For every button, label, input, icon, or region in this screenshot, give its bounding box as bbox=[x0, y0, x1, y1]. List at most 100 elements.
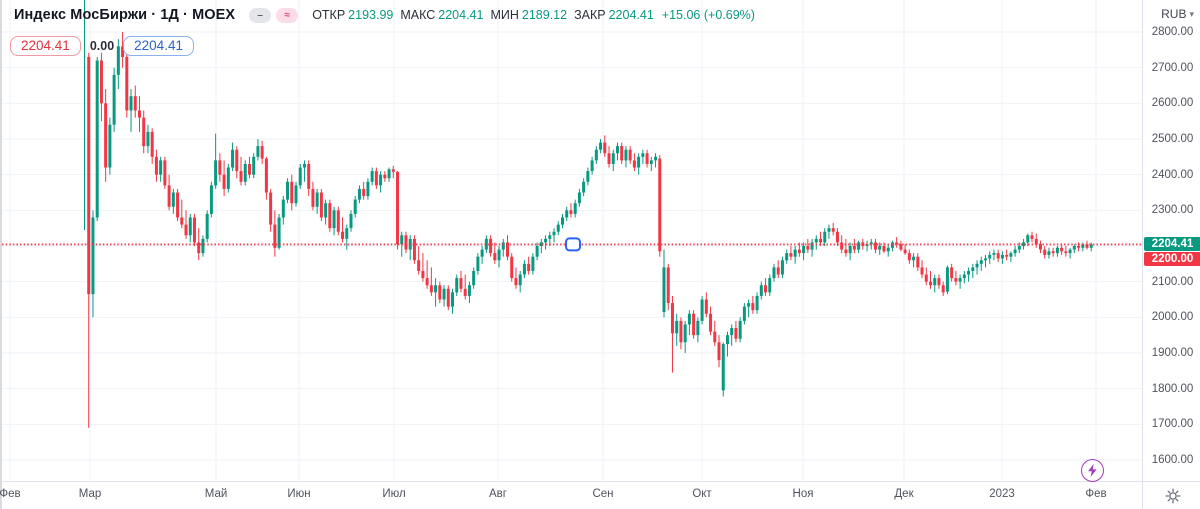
candle-body bbox=[590, 160, 594, 172]
candle-body bbox=[345, 228, 349, 239]
candle-body bbox=[214, 160, 218, 186]
candle-body bbox=[835, 231, 839, 243]
candle-body bbox=[133, 96, 137, 111]
candle-body bbox=[1077, 246, 1081, 248]
candle-body bbox=[992, 253, 996, 255]
x-axis-label: Фев bbox=[0, 488, 21, 500]
candle-body bbox=[577, 192, 581, 204]
candle-body bbox=[1047, 251, 1051, 255]
candle-body bbox=[662, 267, 666, 312]
candle-body bbox=[1089, 244, 1093, 248]
candle-body bbox=[374, 171, 378, 186]
round-level-tag: 2200.00 bbox=[1144, 251, 1200, 266]
quick-trade-button[interactable] bbox=[1081, 459, 1104, 482]
candle-body bbox=[298, 167, 302, 186]
candle-body bbox=[899, 244, 903, 250]
candle-body bbox=[548, 235, 552, 239]
candle-body bbox=[759, 285, 763, 296]
candle-body bbox=[721, 344, 725, 391]
chart-header: Индекс МосБиржи · 1Д · MOEX – ≈ ОТКР 2193… bbox=[14, 7, 755, 23]
candle-body bbox=[717, 342, 721, 361]
candle-body bbox=[945, 267, 949, 292]
x-axis-label: Фев bbox=[1085, 488, 1107, 500]
candle-body bbox=[142, 117, 146, 147]
candle-body bbox=[112, 74, 116, 125]
y-axis-label: 2000.00 bbox=[1151, 311, 1194, 324]
candle-body bbox=[252, 156, 256, 175]
candle-body bbox=[552, 231, 556, 236]
time-axis[interactable]: Фев Мар Май Июн Июл Авг Сен Окт Ноя Дек 2023 Фев bbox=[0, 481, 1142, 509]
candle-body bbox=[700, 299, 704, 321]
candle-body bbox=[789, 253, 793, 257]
x-axis-label: Мар bbox=[78, 488, 102, 500]
candle-body bbox=[387, 169, 391, 179]
candle-body bbox=[950, 267, 954, 279]
chevron-down-icon: ▾ bbox=[1189, 8, 1194, 19]
candle-body bbox=[586, 171, 590, 182]
candle-body bbox=[404, 235, 408, 250]
hline-drag-handle[interactable] bbox=[565, 237, 581, 252]
candle-body bbox=[222, 174, 226, 189]
candle-body bbox=[446, 288, 450, 307]
symbol-title[interactable]: Индекс МосБиржи · 1Д · MOEX bbox=[14, 7, 236, 23]
candle-body bbox=[239, 171, 243, 182]
candle-body bbox=[1034, 238, 1038, 245]
candle-body bbox=[874, 242, 878, 250]
candle-body bbox=[937, 278, 941, 286]
candle-body bbox=[878, 246, 882, 250]
candle-body bbox=[1081, 244, 1085, 248]
y-axis-label: 2500.00 bbox=[1151, 133, 1194, 145]
candle-body bbox=[806, 246, 810, 250]
approx-pill-icon[interactable]: ≈ bbox=[276, 7, 299, 23]
candle-body bbox=[819, 238, 823, 243]
candle-body bbox=[776, 267, 780, 275]
candle-body bbox=[527, 263, 531, 271]
drawing-labels-row: 2204.41 0.00 2204.41 bbox=[10, 36, 194, 56]
candle-body bbox=[907, 253, 911, 261]
candle-body bbox=[641, 153, 645, 157]
candle-body bbox=[929, 281, 932, 286]
gear-icon[interactable] bbox=[1165, 488, 1181, 504]
candle-body bbox=[1043, 249, 1047, 255]
candle-body bbox=[611, 153, 615, 164]
candle-body bbox=[958, 278, 962, 282]
candle-body bbox=[425, 278, 429, 286]
alert-price-label[interactable]: 2204.41 bbox=[10, 36, 81, 56]
candle-body bbox=[510, 256, 514, 279]
price-axis[interactable]: RUB ▾ 2204.41 2200.00 2800.00 2700.00 2600… bbox=[1142, 0, 1200, 481]
candle-body bbox=[1038, 244, 1042, 250]
candle-body bbox=[159, 160, 163, 175]
candle-body bbox=[683, 324, 687, 343]
candle-body bbox=[730, 328, 734, 336]
ohlc-label: ЗАКР bbox=[574, 8, 606, 22]
candle-body bbox=[290, 181, 294, 204]
x-axis-label: Окт bbox=[692, 488, 712, 500]
currency-selector[interactable]: RUB ▾ bbox=[1161, 7, 1194, 21]
ohlc-value: 2204.41 bbox=[608, 8, 654, 22]
candle-body bbox=[180, 217, 184, 225]
candle-body bbox=[599, 142, 603, 150]
candle-body bbox=[764, 285, 768, 293]
candle-body bbox=[886, 247, 890, 252]
hline-price-label[interactable]: 2204.41 bbox=[123, 36, 194, 56]
y-axis-label: 2600.00 bbox=[1151, 97, 1194, 110]
candle-body bbox=[687, 313, 691, 325]
candle-body bbox=[924, 274, 928, 282]
candle-body bbox=[658, 158, 662, 252]
candle-body bbox=[1005, 254, 1009, 257]
dash-pill-icon[interactable]: – bbox=[249, 7, 272, 23]
candlestick-chart-canvas[interactable] bbox=[2, 0, 1142, 481]
y-axis-label: 1900.00 bbox=[1151, 347, 1194, 359]
candle-body bbox=[996, 253, 1000, 259]
candle-body bbox=[654, 156, 658, 161]
candle-body bbox=[785, 253, 789, 261]
candle-body bbox=[1026, 235, 1030, 243]
candle-body bbox=[916, 256, 920, 268]
candle-body bbox=[772, 267, 776, 279]
y-axis-label: 1600.00 bbox=[1151, 454, 1194, 466]
x-axis-label: Сен bbox=[592, 488, 614, 500]
candle-body bbox=[615, 146, 619, 154]
candle-body bbox=[366, 181, 370, 197]
candle-body bbox=[738, 320, 742, 339]
ohlc-value: 2189.12 bbox=[521, 8, 568, 22]
